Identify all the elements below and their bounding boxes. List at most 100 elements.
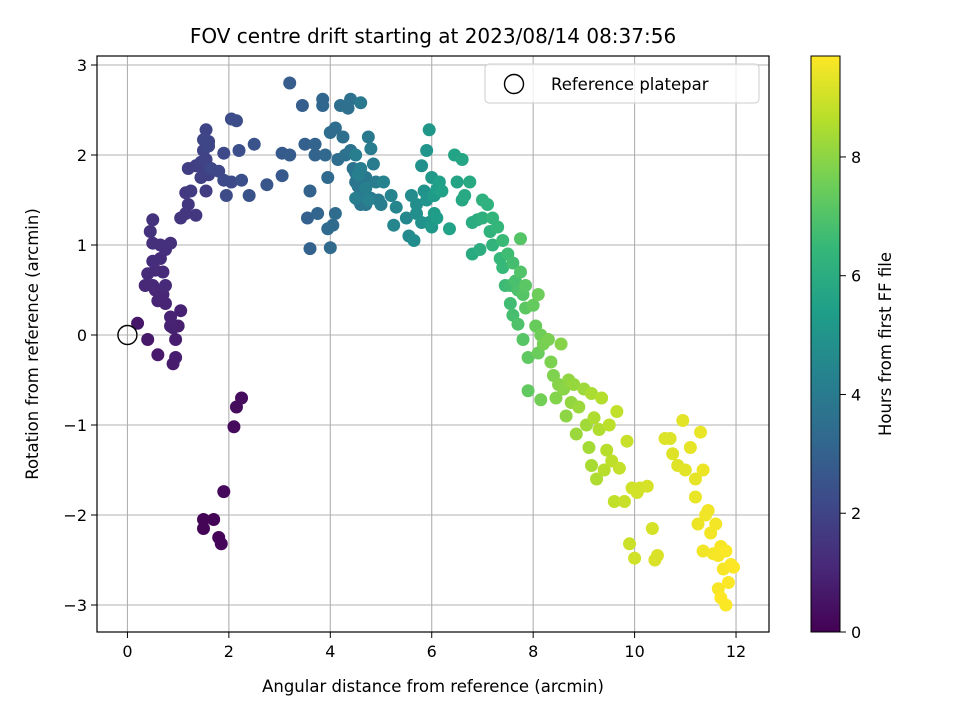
plot-frame — [96, 55, 770, 633]
data-point — [455, 153, 469, 166]
data-point — [473, 243, 487, 256]
data-point — [597, 463, 611, 477]
data-point — [387, 218, 401, 232]
data-point — [422, 123, 436, 137]
data-point — [399, 211, 413, 225]
data-point — [709, 517, 723, 531]
data-point — [623, 537, 637, 551]
data-point — [247, 137, 261, 151]
data-point — [384, 189, 398, 202]
data-point — [146, 213, 160, 227]
data-point — [442, 222, 456, 236]
y-tick-label: 0 — [77, 326, 87, 345]
data-point — [628, 551, 642, 565]
data-point — [475, 211, 489, 225]
data-point — [486, 238, 500, 252]
data-point — [349, 191, 363, 205]
data-point — [359, 181, 373, 195]
data-point — [326, 218, 340, 232]
data-point — [181, 198, 195, 211]
chart-title: FOV centre drift starting at 2023/08/14 … — [190, 24, 676, 48]
data-point — [311, 207, 325, 220]
data-point — [513, 232, 527, 246]
data-point — [143, 225, 157, 238]
data-point — [506, 256, 520, 270]
data-point — [521, 384, 535, 398]
data-point — [640, 479, 654, 493]
data-point — [295, 99, 309, 112]
data-point — [344, 92, 358, 106]
data-point — [189, 208, 203, 222]
y-tick-label: −1 — [63, 416, 87, 435]
data-point — [600, 443, 614, 457]
colorbar-label: Hours from first FF file — [876, 252, 895, 436]
data-point — [146, 279, 160, 292]
data-point — [602, 418, 616, 432]
data-point — [235, 173, 249, 187]
y-tick-label: −3 — [63, 596, 87, 615]
data-point — [131, 316, 145, 330]
data-point — [691, 517, 705, 531]
data-point — [620, 434, 634, 448]
data-point — [584, 459, 598, 472]
data-point — [678, 463, 692, 477]
data-point — [174, 304, 188, 318]
data-point — [430, 211, 444, 225]
data-point — [541, 333, 555, 346]
data-point — [496, 261, 510, 274]
data-point — [199, 184, 213, 198]
data-point — [481, 198, 495, 211]
data-point — [141, 333, 155, 346]
data-point — [199, 123, 213, 137]
data-point — [569, 427, 583, 441]
y-tick-label: 1 — [77, 236, 87, 255]
data-point — [275, 169, 289, 183]
data-point — [303, 184, 317, 198]
legend-label-reference-platepar: Reference platepar — [551, 75, 709, 94]
data-point — [458, 189, 472, 202]
data-point — [197, 513, 211, 526]
colorbar-tick-label: 8 — [851, 148, 861, 167]
x-tick-label: 12 — [726, 642, 746, 661]
data-point — [217, 146, 231, 160]
data-point — [303, 242, 317, 256]
data-point — [232, 144, 246, 157]
data-point — [696, 463, 710, 477]
data-point — [407, 234, 421, 247]
data-point — [721, 576, 735, 589]
data-point — [308, 137, 322, 151]
data-point — [683, 441, 697, 454]
data-point — [260, 178, 274, 192]
data-point — [491, 220, 505, 234]
x-tick-label: 4 — [325, 642, 335, 661]
data-point — [610, 405, 624, 418]
data-point — [531, 288, 545, 301]
data-point — [554, 337, 568, 351]
data-point — [496, 234, 510, 247]
data-point — [351, 168, 365, 182]
data-point — [503, 297, 517, 310]
data-point — [612, 461, 626, 475]
data-point — [318, 148, 332, 162]
data-point — [719, 544, 733, 558]
data-point — [283, 76, 297, 90]
x-tick-label: 8 — [528, 642, 538, 661]
legend: Reference platepar — [484, 63, 760, 104]
data-point — [169, 333, 183, 346]
data-point — [511, 317, 525, 331]
data-point — [450, 175, 464, 189]
data-point — [617, 495, 631, 508]
data-point — [354, 96, 368, 110]
data-point — [676, 414, 690, 427]
data-point — [224, 175, 238, 189]
colorbar-tick-label: 0 — [851, 623, 861, 642]
data-point — [328, 207, 342, 220]
data-point — [572, 400, 586, 414]
x-tick-label: 2 — [224, 642, 234, 661]
x-axis-label: Angular distance from reference (arcmin) — [262, 677, 604, 696]
data-point — [202, 139, 216, 153]
data-point — [607, 495, 621, 508]
data-point — [389, 200, 403, 214]
data-point — [197, 522, 211, 535]
y-tick-label: 2 — [77, 146, 87, 165]
